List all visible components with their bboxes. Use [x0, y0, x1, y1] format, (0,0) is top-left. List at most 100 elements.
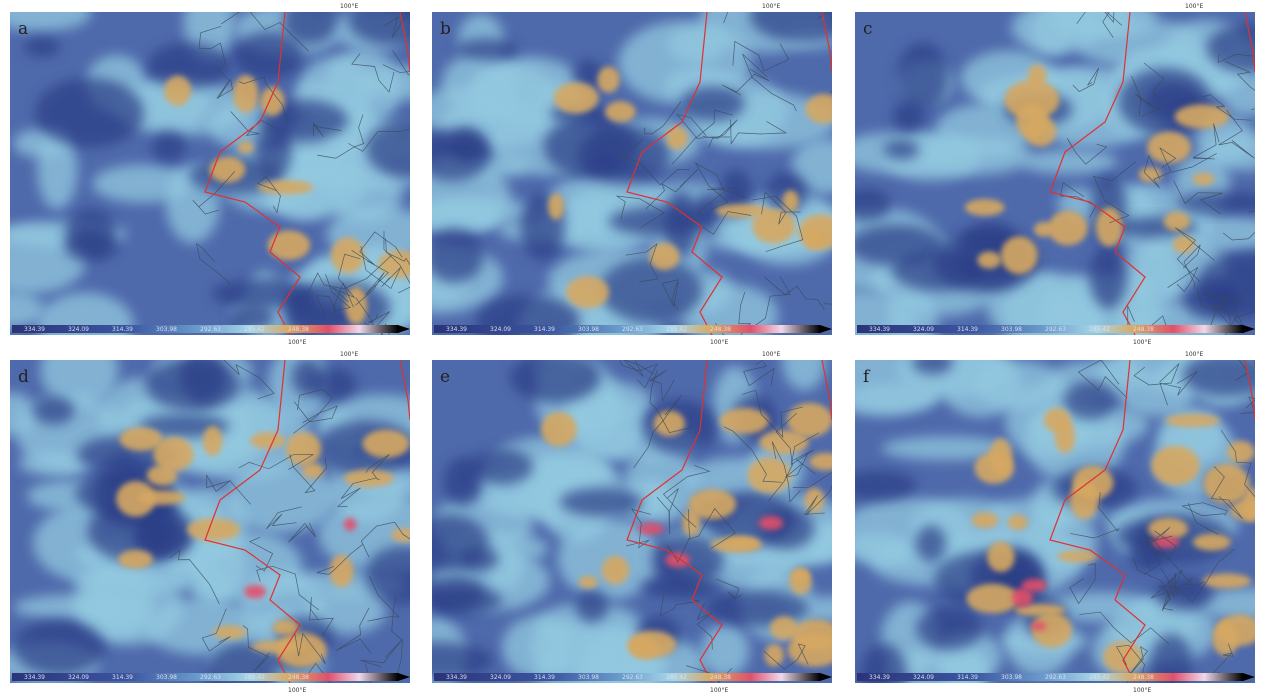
colorbar-label: 334.39 [24, 326, 45, 333]
convective-cloud [798, 214, 843, 249]
clear-patch [1183, 353, 1272, 397]
cloud-patch [417, 201, 501, 233]
convective-cloud [302, 463, 324, 479]
convective-cloud [724, 536, 758, 549]
convective-cloud [233, 75, 258, 113]
colorbar-label: 334.39 [24, 674, 45, 681]
colorbar-label: 324.09 [913, 326, 934, 333]
colorbar-label: 334.39 [869, 674, 890, 681]
panel-label: b [440, 19, 451, 39]
clear-patch [883, 139, 919, 159]
convective-core [1031, 622, 1046, 631]
cloud-patch [701, 624, 749, 678]
clear-patch [1089, 244, 1127, 308]
colorbar-label: 285.42 [1089, 674, 1110, 681]
convective-cloud [260, 87, 284, 116]
convective-cloud [1212, 622, 1238, 656]
cloud-patch [782, 332, 826, 391]
colorbar-label: 314.39 [112, 326, 133, 333]
convective-cloud [1151, 446, 1199, 485]
colorbar-label: 285.42 [666, 674, 687, 681]
clear-patch [256, 121, 292, 180]
convective-cloud [1164, 212, 1191, 232]
colorbar-label: 292.63 [1045, 326, 1066, 333]
clear-patch [151, 131, 186, 163]
cloud-patch [815, 346, 947, 416]
cloud-patch [1021, 150, 1117, 174]
convective-cloud [164, 76, 191, 106]
convective-cloud [1048, 211, 1088, 246]
clear-patch [476, 294, 580, 350]
colorbar-label: 324.09 [68, 326, 89, 333]
convective-cloud [362, 430, 409, 458]
convective-core [344, 518, 356, 531]
colorbar-label: 248.38 [710, 326, 731, 333]
clear-patch [848, 225, 944, 266]
convective-cloud [579, 576, 598, 589]
convective-cloud [791, 569, 809, 582]
convective-cloud [977, 252, 1001, 269]
cloud-patch [940, 351, 1022, 418]
colorbar-label: 292.63 [200, 674, 221, 681]
colorbar-label: 314.39 [534, 674, 555, 681]
clear-patch [66, 209, 115, 252]
convective-cloud [1147, 132, 1191, 164]
colorbar-label: 334.39 [446, 674, 467, 681]
colorbar-label: 285.42 [244, 674, 265, 681]
colorbar-label: 314.39 [534, 326, 555, 333]
clear-patch [33, 396, 75, 425]
convective-cloud [602, 556, 629, 585]
longitude-label: 100°E [710, 687, 728, 694]
colorbar-label: 285.42 [244, 326, 265, 333]
convective-cloud [258, 180, 314, 194]
convective-cloud [1073, 466, 1114, 500]
colorbar-label: 314.39 [112, 674, 133, 681]
colorbar-label: 292.63 [622, 674, 643, 681]
colorbar-label: 303.98 [156, 326, 177, 333]
clear-patch [839, 470, 917, 500]
convective-cloud [118, 550, 153, 569]
convective-cloud [688, 489, 736, 519]
convective-cloud [1055, 420, 1075, 454]
convective-cloud [548, 193, 564, 219]
cloud-patch [502, 616, 572, 678]
longitude-label: 100°E [762, 351, 780, 358]
convective-cloud [752, 209, 795, 244]
clear-patch [1151, 634, 1193, 690]
convective-cloud [541, 412, 577, 447]
colorbar-label: 285.42 [666, 326, 687, 333]
clear-patch [415, 129, 491, 181]
convective-cloud [987, 541, 1015, 572]
colorbar-label: 314.39 [957, 326, 978, 333]
convective-cloud [1193, 534, 1231, 551]
colorbar-label: 334.39 [869, 326, 890, 333]
convective-cloud [971, 512, 998, 528]
convective-cloud [1192, 173, 1214, 186]
convective-cloud [238, 141, 254, 153]
convective-cloud [666, 126, 688, 149]
longitude-label: 100°E [288, 339, 306, 346]
colorbar-label: 324.09 [913, 674, 934, 681]
clear-patch [915, 525, 946, 562]
colorbar-label: 303.98 [156, 674, 177, 681]
map-panel [0, 330, 456, 697]
clear-patch [147, 43, 230, 89]
longitude-label: 100°E [340, 351, 358, 358]
longitude-label: 100°E [340, 3, 358, 10]
convective-cloud [203, 426, 222, 456]
convective-cloud [1034, 222, 1054, 237]
cloud-patch [843, 532, 909, 563]
convective-cloud [788, 633, 843, 667]
clear-patch [13, 620, 104, 676]
clear-patch [426, 587, 502, 614]
cloud-patch [13, 595, 134, 620]
colorbar-label: 314.39 [957, 674, 978, 681]
convective-cloud [554, 82, 599, 113]
clear-patch [575, 589, 608, 623]
map-panel [0, 0, 460, 357]
convective-cloud [783, 190, 799, 212]
convective-cloud [210, 157, 246, 183]
convective-core [665, 553, 690, 568]
clear-patch [560, 488, 643, 517]
convective-cloud [344, 469, 394, 487]
